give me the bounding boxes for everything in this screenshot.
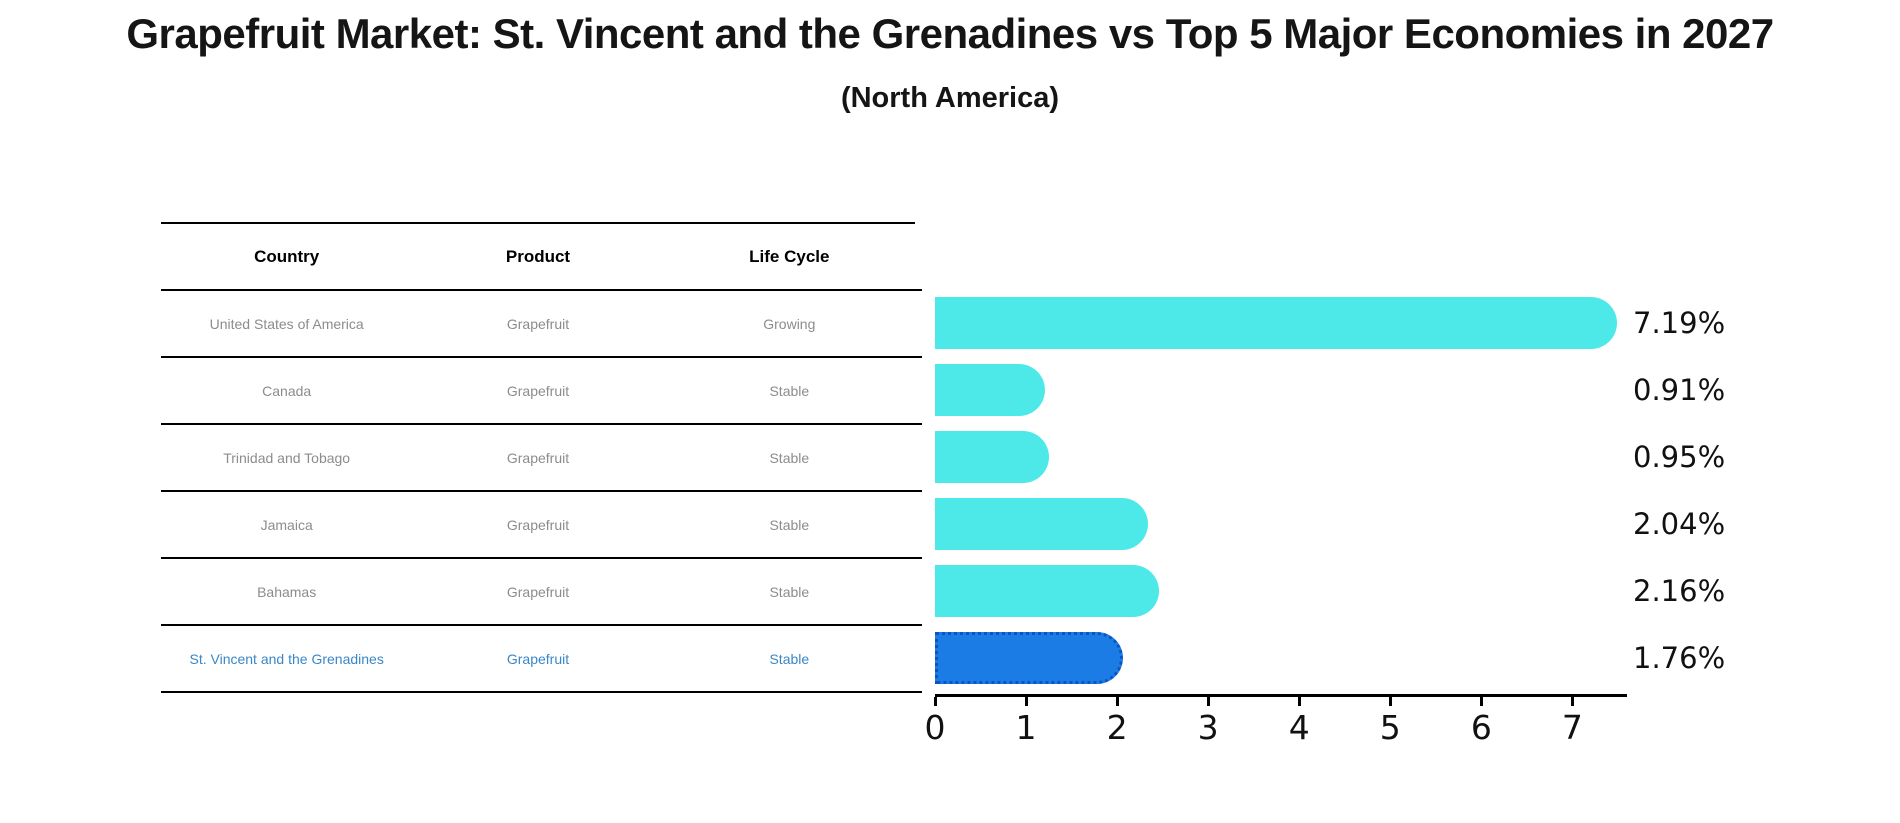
table-cell-product: Grapefruit: [506, 583, 570, 600]
table-cell-life-cycle: Stable: [769, 583, 810, 600]
table-cell-life-cycle: Stable: [769, 449, 810, 466]
y-axis-tick: [907, 289, 922, 291]
table-cell-country: Trinidad and Tobago: [223, 449, 351, 466]
table-header-row: Country Product Life Cycle: [161, 224, 915, 291]
y-axis-tick: [907, 557, 922, 559]
table-cell-life-cycle: Stable: [769, 382, 810, 399]
y-axis-tick: [907, 624, 922, 626]
x-axis-line: [935, 694, 1627, 697]
table-cell-life-cycle: Growing: [763, 315, 816, 332]
bar-value-label: 1.76%: [1633, 640, 1726, 675]
y-axis-tick: [907, 356, 922, 358]
table-cell-country: Canada: [262, 382, 312, 399]
table-header-country: Country: [254, 246, 320, 266]
bar-0: [935, 296, 1617, 349]
x-axis-tick-label: 0: [924, 708, 946, 747]
table-cell-product: Grapefruit: [506, 315, 570, 332]
bar-value-label: 0.91%: [1633, 372, 1726, 407]
table-row: Canada Grapefruit Stable: [161, 358, 915, 425]
x-axis-tick: [1206, 697, 1210, 706]
x-axis-tick-label: 4: [1288, 708, 1310, 747]
x-axis-tick-label: 1: [1015, 708, 1037, 747]
x-axis-tick-label: 2: [1106, 708, 1128, 747]
y-axis-tick: [907, 490, 922, 492]
table-row: St. Vincent and the Grenadines Grapefruit…: [161, 626, 915, 693]
table-cell-country: Jamaica: [260, 516, 313, 533]
x-axis-tick: [1479, 697, 1483, 706]
table-row: United States of America Grapefruit Growin…: [161, 291, 915, 358]
table-cell-life-cycle: Stable: [769, 650, 810, 667]
table-cell-product: Grapefruit: [506, 449, 570, 466]
table-cell-product: Grapefruit: [506, 650, 570, 667]
bar-1: [935, 363, 1045, 416]
table-cell-product: Grapefruit: [506, 516, 570, 533]
table-header-product: Product: [505, 246, 571, 266]
table-cell-product: Grapefruit: [506, 382, 570, 399]
chart-subtitle: (North America): [840, 82, 1060, 114]
country-table: Country Product Life Cycle United States of…: [161, 222, 915, 693]
table-header-life-cycle: Life Cycle: [749, 246, 830, 266]
bar-value-label: 7.19%: [1633, 305, 1726, 340]
table-row: Bahamas Grapefruit Stable: [161, 559, 915, 626]
x-axis-tick-label: 5: [1379, 708, 1401, 747]
table-row: Jamaica Grapefruit Stable: [161, 492, 915, 559]
bar-value-label: 2.16%: [1633, 573, 1726, 608]
x-axis-tick: [1297, 697, 1301, 706]
table-cell-country: United States of America: [209, 315, 364, 332]
table-cell-country: Bahamas: [257, 583, 317, 600]
y-axis-tick: [907, 423, 922, 425]
bar-value-label: 0.95%: [1633, 439, 1726, 474]
x-axis-tick: [1570, 697, 1574, 706]
bar-value-label: 2.04%: [1633, 506, 1726, 541]
x-axis-tick: [933, 697, 937, 706]
x-axis-tick: [1024, 697, 1028, 706]
x-axis-tick: [1388, 697, 1392, 706]
table-cell-life-cycle: Stable: [769, 516, 810, 533]
x-axis-tick-label: 7: [1561, 708, 1583, 747]
bar-2: [935, 430, 1049, 483]
bar-4: [935, 564, 1159, 617]
table-cell-country: St. Vincent and the Grenadines: [189, 650, 384, 667]
chart-title: Grapefruit Market: St. Vincent and the G…: [126, 10, 1774, 57]
x-axis-tick: [1115, 697, 1119, 706]
bar-highlight-5: [935, 631, 1123, 684]
table-row: Trinidad and Tobago Grapefruit Stable: [161, 425, 915, 492]
x-axis-tick-label: 3: [1197, 708, 1219, 747]
bar-3: [935, 497, 1148, 550]
y-axis-tick: [907, 691, 922, 693]
x-axis-tick-label: 6: [1470, 708, 1492, 747]
